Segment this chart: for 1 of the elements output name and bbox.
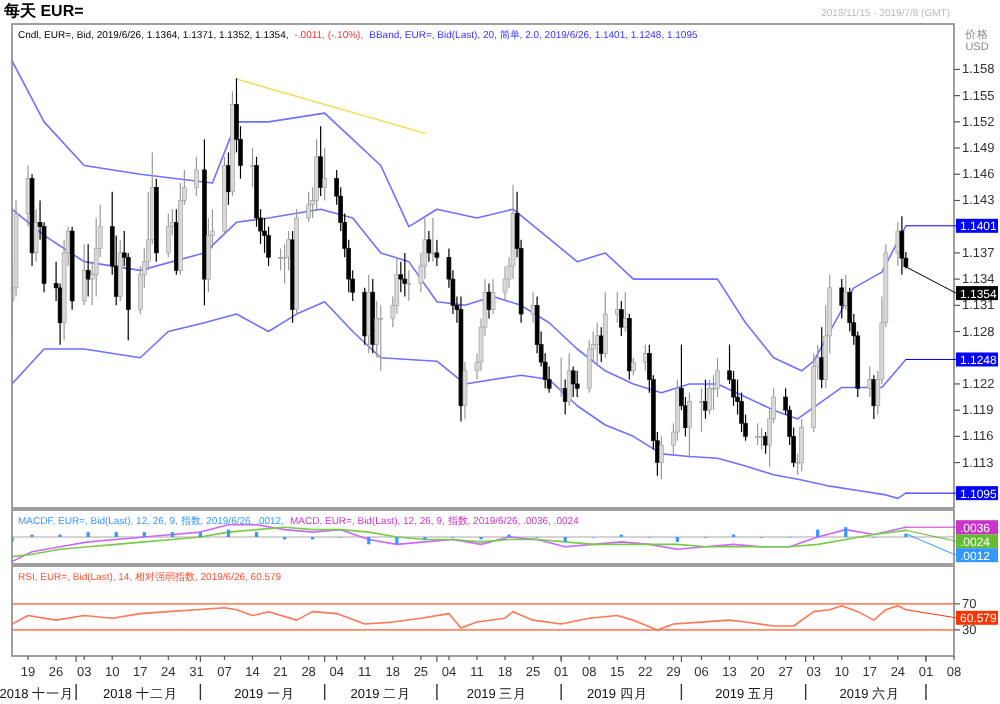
chart-title: 每天 EUR= bbox=[2, 2, 85, 20]
